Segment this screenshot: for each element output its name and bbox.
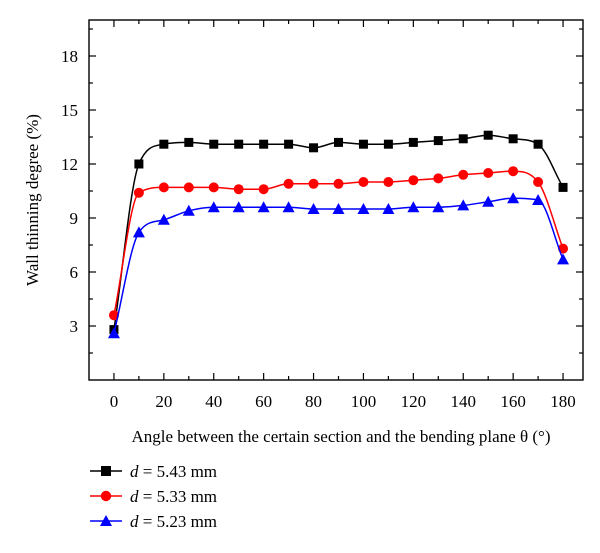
- data-point: [383, 139, 393, 149]
- data-point: [457, 199, 470, 211]
- x-tick-label: 120: [401, 392, 427, 411]
- legend-label-2: d = 5.33 mm: [130, 487, 217, 506]
- y-tick-label: 12: [61, 155, 78, 174]
- y-tick-label: 18: [61, 47, 78, 66]
- data-point: [132, 226, 145, 238]
- data-point: [383, 177, 394, 187]
- data-point: [157, 213, 170, 225]
- legend-item-3: d = 5.23 mm: [90, 512, 217, 531]
- x-tick-label: 0: [110, 392, 119, 411]
- legend-item-2: d = 5.33 mm: [90, 487, 217, 506]
- data-point: [332, 203, 345, 214]
- x-tick-label: 140: [450, 392, 476, 411]
- data-point: [284, 139, 294, 149]
- x-tick-label: 80: [305, 392, 322, 411]
- series-line: [113, 170, 564, 316]
- data-point: [158, 182, 169, 193]
- y-tick-label: 9: [70, 209, 79, 228]
- series-line: [113, 134, 564, 330]
- data-point: [508, 166, 519, 177]
- y-tick-label: 3: [70, 317, 79, 336]
- data-point: [182, 204, 195, 216]
- plot-area: [107, 130, 570, 339]
- data-point: [133, 187, 144, 198]
- legend-label-3: d = 5.23 mm: [130, 512, 217, 531]
- data-point: [483, 168, 494, 178]
- data-point: [507, 192, 520, 204]
- data-point: [358, 177, 369, 187]
- data-point: [358, 139, 368, 149]
- legend-label-1: d = 5.43 mm: [130, 462, 217, 481]
- data-point: [407, 201, 420, 213]
- data-point: [508, 134, 518, 144]
- data-point: [207, 201, 220, 213]
- data-point: [333, 137, 343, 147]
- legend-square-marker: [101, 466, 111, 476]
- data-point: [533, 139, 543, 149]
- series-line: [113, 197, 564, 334]
- data-point: [333, 178, 344, 189]
- data-point: [483, 130, 493, 140]
- y-tick-label: 6: [70, 263, 79, 282]
- x-tick-label: 180: [550, 392, 576, 411]
- series-2: [108, 166, 569, 321]
- x-tick-label: 60: [255, 392, 272, 411]
- legend-triangle-marker: [100, 515, 112, 526]
- data-point: [482, 195, 495, 207]
- data-point: [108, 310, 119, 321]
- data-point: [208, 182, 219, 193]
- data-point: [107, 327, 120, 339]
- data-point: [259, 139, 269, 149]
- data-point: [159, 139, 169, 149]
- data-point: [558, 182, 568, 192]
- data-point: [532, 194, 545, 205]
- x-axis-title: Angle between the certain section and th…: [131, 427, 550, 446]
- data-point: [382, 203, 395, 214]
- data-point: [307, 203, 320, 214]
- series-3: [107, 192, 570, 339]
- data-point: [232, 201, 245, 213]
- data-point: [233, 184, 244, 195]
- legend-item-1: d = 5.43 mm: [90, 462, 217, 481]
- legend-circle-marker: [100, 490, 112, 502]
- data-point: [408, 175, 419, 186]
- legend: d = 5.43 mm d = 5.33 mm d = 5.23 mm: [90, 462, 217, 531]
- data-point: [357, 203, 370, 214]
- data-point: [234, 139, 244, 149]
- data-point: [533, 177, 544, 187]
- x-tick-label: 20: [155, 392, 172, 411]
- data-point: [258, 184, 269, 195]
- data-point: [184, 137, 194, 147]
- axis-ticks: 0 20 40 60 80 100 120 140 160 180 3 6 9 12 15 18: [61, 20, 583, 411]
- data-point: [209, 139, 219, 149]
- data-point: [183, 182, 194, 193]
- x-tick-label: 160: [500, 392, 526, 411]
- data-point: [432, 201, 445, 213]
- data-point: [408, 137, 418, 147]
- data-point: [557, 253, 570, 265]
- data-point: [433, 136, 443, 146]
- x-tick-label: 100: [351, 392, 377, 411]
- data-point: [458, 169, 469, 180]
- y-axis-title: Wall thinning degree (%): [23, 114, 42, 286]
- x-tick-label: 40: [205, 392, 222, 411]
- data-point: [134, 159, 144, 169]
- data-point: [309, 143, 319, 153]
- data-point: [433, 173, 444, 184]
- data-point: [308, 178, 319, 189]
- data-point: [257, 201, 270, 213]
- y-tick-label: 15: [61, 101, 78, 120]
- plot-frame: [88, 19, 584, 381]
- data-point: [282, 201, 295, 213]
- data-point: [283, 178, 294, 189]
- data-point: [458, 134, 468, 144]
- series-1: [109, 130, 568, 335]
